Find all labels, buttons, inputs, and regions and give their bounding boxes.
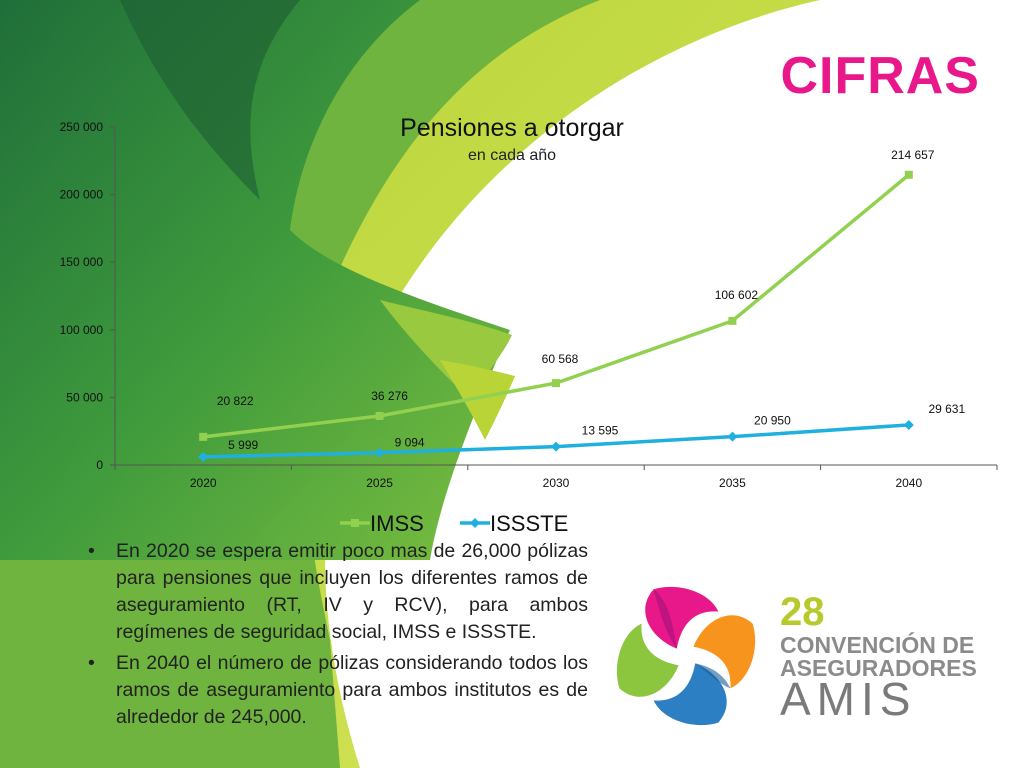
- data-point-imss: [904, 170, 913, 179]
- data-point-issste: [903, 419, 914, 430]
- data-label-imss: 36 276: [371, 389, 408, 403]
- x-tick-label: 2040: [895, 476, 922, 490]
- bullet-item: En 2020 se espera emitir poco mas de 26,…: [88, 538, 588, 646]
- data-point-issste: [727, 431, 738, 442]
- data-point-imss: [728, 316, 737, 325]
- y-tick-label: 200 000: [60, 188, 104, 202]
- legend-label: IMSS: [370, 511, 424, 536]
- y-tick-label: 0: [96, 458, 103, 472]
- chart-legend: IMSS ISSSTE: [340, 511, 568, 536]
- y-tick-label: 50 000: [66, 390, 103, 404]
- x-tick-label: 2030: [543, 476, 570, 490]
- data-label-imss: 60 568: [542, 352, 579, 366]
- logo-brand: AMIS: [780, 673, 917, 725]
- bullet-list: En 2020 se espera emitir poco mas de 26,…: [88, 538, 588, 735]
- x-tick-label: 2035: [719, 476, 746, 490]
- line-chart: Pensiones a otorgar en cada año 0 50 000 1…: [60, 114, 998, 536]
- series-line-issste: [203, 423, 909, 459]
- logo-line-2: ASEGURADORES: [780, 655, 977, 681]
- x-tick-label: 2020: [190, 476, 217, 490]
- data-point-imss: [199, 432, 208, 441]
- data-point-imss: [375, 411, 384, 420]
- y-tick-label: 100 000: [60, 323, 104, 337]
- y-tick-label: 150 000: [60, 255, 104, 269]
- chart-series: 20 822 36 276 60 568 106 602 214 657 5 999 9 0…: [198, 148, 965, 462]
- data-label-issste: 13 595: [582, 424, 619, 438]
- legend-marker: [470, 518, 480, 528]
- data-point-imss: [552, 379, 560, 388]
- data-label-issste: 29 631: [928, 402, 965, 416]
- logo-number: 28: [780, 590, 825, 634]
- data-label-imss: 20 822: [217, 394, 254, 408]
- chart-subtitle: en cada año: [468, 147, 556, 164]
- data-label-issste: 20 950: [754, 414, 791, 428]
- x-tick-label: 2025: [366, 476, 393, 490]
- slide-heading: CIFRAS: [780, 47, 980, 105]
- legend-marker: [351, 519, 359, 527]
- y-tick-label: 250 000: [60, 120, 104, 134]
- data-point-issste: [198, 451, 209, 462]
- data-point-issste: [374, 447, 385, 458]
- logo-line-1: CONVENCIÓN DE: [780, 632, 975, 658]
- data-label-imss: 106 602: [715, 288, 759, 302]
- data-label-issste: 9 094: [395, 436, 425, 450]
- data-label-issste: 5 999: [228, 438, 258, 452]
- bullet-item: En 2040 el número de pólizas considerand…: [88, 650, 588, 731]
- data-point-issste: [551, 441, 561, 452]
- chart-axes: 0 50 000 100 000 150 000 200 000 250 000 2020 2…: [60, 120, 998, 490]
- series-line-imss: [202, 173, 910, 439]
- data-label-imss: 214 657: [891, 148, 935, 162]
- chart-title: Pensiones a otorgar: [400, 114, 624, 142]
- legend-label: ISSSTE: [490, 511, 568, 536]
- convention-logo-icon: [616, 586, 756, 726]
